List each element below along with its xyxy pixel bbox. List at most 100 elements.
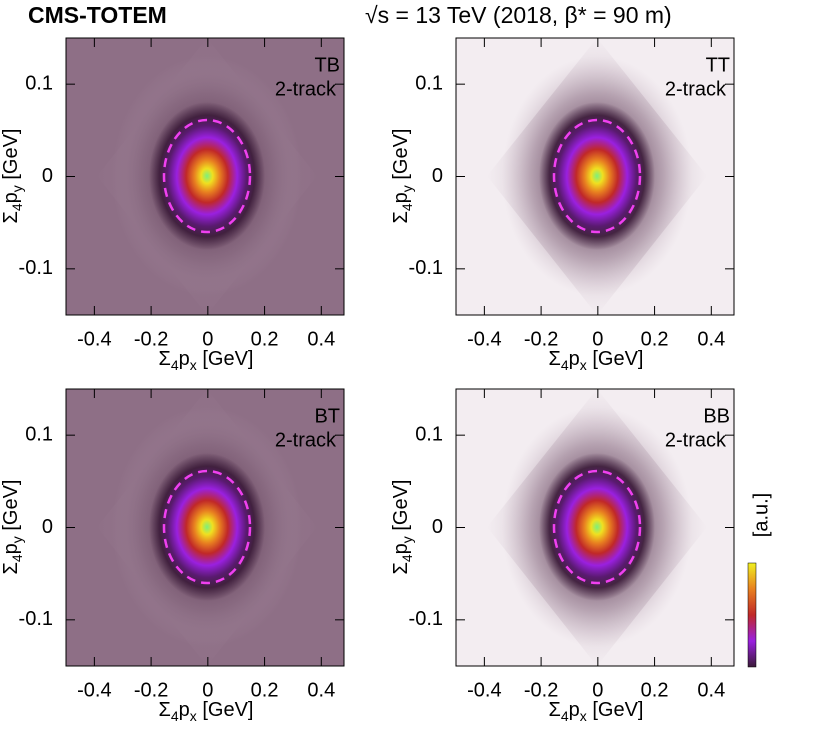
label-part: p <box>179 699 190 721</box>
label-part: p <box>0 543 22 554</box>
label-part: [GeV] <box>390 129 412 186</box>
y-tick-label: 0.1 <box>25 72 53 94</box>
panel-sublabel: 2-track <box>665 429 727 451</box>
label-part: y <box>9 536 25 543</box>
panel-sublabel: 2-track <box>275 78 337 100</box>
y-axis-label: Σ4py [GeV] <box>0 480 24 575</box>
label-part: Σ <box>390 562 412 574</box>
x-axis-label: Σ4px [GeV] <box>159 348 254 372</box>
x-tick-label: -0.4 <box>467 679 501 701</box>
label-part: [GeV] <box>197 348 254 370</box>
y-tick-label: 0.1 <box>415 72 443 94</box>
x-tick-label: 0.2 <box>251 679 279 701</box>
x-axis-label: Σ4px [GeV] <box>159 699 254 723</box>
label-part: [GeV] <box>390 480 412 537</box>
y-tick-label: -0.1 <box>19 608 53 630</box>
label-part: y <box>9 185 25 192</box>
y-axis-label: Σ4py [GeV] <box>390 480 414 575</box>
x-tick-label: -0.2 <box>524 328 558 350</box>
core <box>539 102 655 250</box>
label-part: x <box>580 357 587 373</box>
y-tick-label: -0.1 <box>19 257 53 279</box>
label-part: y <box>399 185 415 192</box>
experiment-label: CMS-TOTEM <box>28 2 167 28</box>
panel-label: TT <box>706 54 730 76</box>
x-tick-label: 0 <box>592 679 603 701</box>
x-tick-label: 0.4 <box>697 328 725 350</box>
panel-label: TB <box>314 54 340 76</box>
label-part: Σ <box>549 348 561 370</box>
x-axis-label: Σ4px [GeV] <box>549 699 644 723</box>
core <box>149 102 265 250</box>
x-tick-label: -0.4 <box>77 328 111 350</box>
label-part: x <box>190 708 197 724</box>
cut-ellipse <box>552 118 642 234</box>
label-part: Σ <box>390 211 412 223</box>
colorbar-label: [a.u.] <box>750 493 772 537</box>
x-tick-label: 0 <box>202 679 213 701</box>
x-tick-label: 0.4 <box>697 679 725 701</box>
x-tick-label: 0.4 <box>307 328 335 350</box>
y-axis-label: Σ4py [GeV] <box>0 129 24 224</box>
label-part: Σ <box>0 211 22 223</box>
x-tick-label: -0.2 <box>134 328 168 350</box>
label-part: Σ <box>159 348 171 370</box>
label-part: 4 <box>171 708 179 724</box>
y-tick-label: 0 <box>432 516 443 538</box>
x-tick-label: -0.4 <box>77 679 111 701</box>
label-part: [GeV] <box>587 699 644 721</box>
panel-label: BT <box>314 405 340 427</box>
label-part: [GeV] <box>0 480 22 537</box>
label-part: 4 <box>561 357 569 373</box>
label-part: y <box>399 536 415 543</box>
x-tick-label: 0.2 <box>641 679 669 701</box>
y-tick-label: -0.1 <box>409 257 443 279</box>
label-part: [GeV] <box>0 129 22 186</box>
label-part: x <box>580 708 587 724</box>
y-tick-label: 0 <box>42 165 53 187</box>
label-part: 4 <box>171 357 179 373</box>
label-part: p <box>390 543 412 554</box>
label-part: [GeV] <box>197 699 254 721</box>
colorbar <box>747 562 757 668</box>
label-part: x <box>190 357 197 373</box>
x-tick-label: 0.2 <box>251 328 279 350</box>
panel-sublabel: 2-track <box>275 429 337 451</box>
panel-label: BB <box>703 405 730 427</box>
label-part: 4 <box>561 708 569 724</box>
label-part: p <box>0 192 22 203</box>
label-part: Σ <box>0 562 22 574</box>
label-part: 4 <box>399 554 415 562</box>
y-tick-label: 0 <box>42 516 53 538</box>
core <box>539 453 655 601</box>
label-part: p <box>390 192 412 203</box>
label-part: p <box>569 699 580 721</box>
label-part: p <box>179 348 190 370</box>
cut-ellipse <box>162 469 252 585</box>
x-tick-label: -0.2 <box>134 679 168 701</box>
label-part: p <box>569 348 580 370</box>
cut-ellipse <box>552 469 642 585</box>
y-tick-label: 0 <box>432 165 443 187</box>
label-part: Σ <box>159 699 171 721</box>
panel-sublabel: 2-track <box>665 78 727 100</box>
x-tick-label: -0.4 <box>467 328 501 350</box>
x-tick-label: 0.4 <box>307 679 335 701</box>
label-part: Σ <box>549 699 561 721</box>
y-tick-label: 0.1 <box>25 423 53 445</box>
x-tick-label: -0.2 <box>524 679 558 701</box>
y-axis-label: Σ4py [GeV] <box>390 129 414 224</box>
label-part: 4 <box>399 203 415 211</box>
x-tick-label: 0 <box>202 328 213 350</box>
conditions-label: √s = 13 TeV (2018, β* = 90 m) <box>365 2 672 28</box>
core <box>149 453 265 601</box>
y-tick-label: -0.1 <box>409 608 443 630</box>
y-tick-label: 0.1 <box>415 423 443 445</box>
label-part: [GeV] <box>587 348 644 370</box>
x-tick-label: 0.2 <box>641 328 669 350</box>
label-part: 4 <box>9 203 25 211</box>
cut-ellipse <box>162 118 252 234</box>
x-tick-label: 0 <box>592 328 603 350</box>
